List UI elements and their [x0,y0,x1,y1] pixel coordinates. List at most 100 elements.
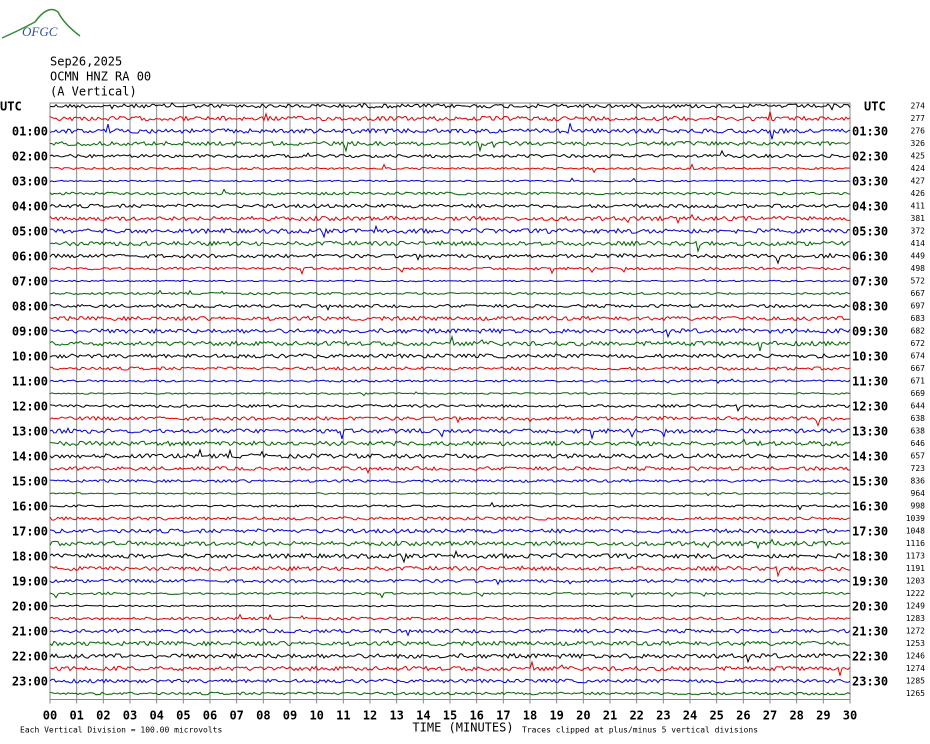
seismic-trace [49,266,851,275]
seismic-trace [49,448,851,460]
clip-note: Traces clipped at plus/minus 5 vertical … [522,726,758,735]
right-hour-label: 05:30 [852,225,888,239]
right-corner: UTC [864,100,886,114]
trace-level: 964 [911,489,926,498]
station: OCMN HNZ RA 00 [50,70,151,84]
seismic-trace [50,328,851,339]
trace-level: 274 [911,102,926,111]
right-hour-label: 10:30 [852,350,888,364]
logo-curve [1,8,81,39]
right-hour-label: 01:30 [852,125,888,139]
left-hour-label: 22:00 [12,650,48,664]
seismic-trace [49,403,851,413]
x-axis-title: TIME (MINUTES) [412,721,513,735]
x-tick-label: 12 [363,709,377,723]
left-hour-label: 11:00 [12,375,48,389]
seismic-trace [49,149,851,159]
left-hour-label: 13:00 [12,425,48,439]
trace-level: 1253 [906,639,925,648]
trace-level: 672 [911,339,926,348]
left-hour-label: 17:00 [12,525,48,539]
seismic-trace [49,279,851,283]
trace-level: 411 [911,202,926,211]
x-tick-label: 11 [336,709,350,723]
x-tick-label: 16 [469,709,483,723]
left-hour-label: 20:00 [12,600,48,614]
trace-level: 427 [911,177,926,186]
date: Sep26,2025 [50,55,122,69]
trace-level: 1249 [906,602,925,611]
right-hour-label: 13:30 [852,425,888,439]
right-hour-label: 18:30 [852,550,888,564]
seismic-trace [49,691,851,696]
seismic-trace [49,501,851,511]
component: (A Vertical) [50,85,137,99]
x-tick-label: 05 [176,709,190,723]
seismic-trace [49,415,851,427]
x-tick-label: 04 [149,709,163,723]
trace-level: 1203 [906,577,925,586]
x-tick-label: 23 [656,709,670,723]
seismic-trace [49,640,851,647]
trace-level: 326 [911,139,926,148]
left-hour-label: 09:00 [12,325,48,339]
x-tick-label: 27 [763,709,777,723]
x-tick-label: 22 [629,709,643,723]
left-hour-label: 07:00 [12,275,48,289]
trace-level: 1173 [906,552,925,561]
x-tick-label: 26 [736,709,750,723]
trace-level: 424 [911,164,926,173]
seismic-trace [49,188,851,196]
right-hour-label: 02:30 [852,150,888,164]
x-tick-label: 07 [229,709,243,723]
seismic-trace [49,591,851,599]
seismic-trace [49,315,851,322]
x-tick-label: 30 [843,709,857,723]
left-hour-label: 16:00 [12,500,48,514]
trace-level: 414 [911,239,926,248]
x-tick-label: 08 [256,709,270,723]
left-hour-label: 06:00 [12,250,48,264]
x-tick-label: 20 [576,709,590,723]
left-hour-label: 23:00 [12,675,48,689]
seismic-trace [49,391,851,397]
x-tick-label: 02 [96,709,110,723]
right-hour-label: 14:30 [852,450,888,464]
trace-level: 425 [911,152,926,161]
right-hour-label: 11:30 [852,375,888,389]
trace-level: 657 [911,452,926,461]
left-hour-label: 14:00 [12,450,48,464]
trace-level: 372 [911,227,926,236]
x-tick-label: 14 [416,709,430,723]
x-tick-label: 21 [603,709,617,723]
left-hour-label: 05:00 [12,225,48,239]
seismic-trace [49,111,851,122]
seismic-trace [49,140,851,153]
right-hour-label: 23:30 [852,675,888,689]
seismic-trace [49,678,851,684]
seismic-trace [49,660,851,676]
x-tick-label: 19 [549,709,563,723]
trace-level: 1039 [906,514,925,523]
trace-level: 1283 [906,614,925,623]
seismic-trace [49,334,851,352]
right-hour-label: 07:30 [852,275,888,289]
seismic-trace [49,123,851,140]
seismic-trace [49,578,851,586]
right-hour-label: 09:30 [852,325,888,339]
trace-level: 669 [911,389,926,398]
seismic-trace [49,213,851,225]
seismic-trace [49,516,851,521]
x-tick-label: 18 [523,709,537,723]
right-hour-label: 19:30 [852,575,888,589]
right-hour-label: 08:30 [852,300,888,314]
seismic-trace [49,538,851,550]
left-hour-label: 18:00 [12,550,48,564]
trace-level: 381 [911,214,926,223]
trace-level: 667 [911,289,926,298]
left-hour-label: 03:00 [12,175,48,189]
seismic-trace [49,465,851,475]
seismic-trace [49,427,851,441]
trace-level: 1274 [906,664,925,673]
